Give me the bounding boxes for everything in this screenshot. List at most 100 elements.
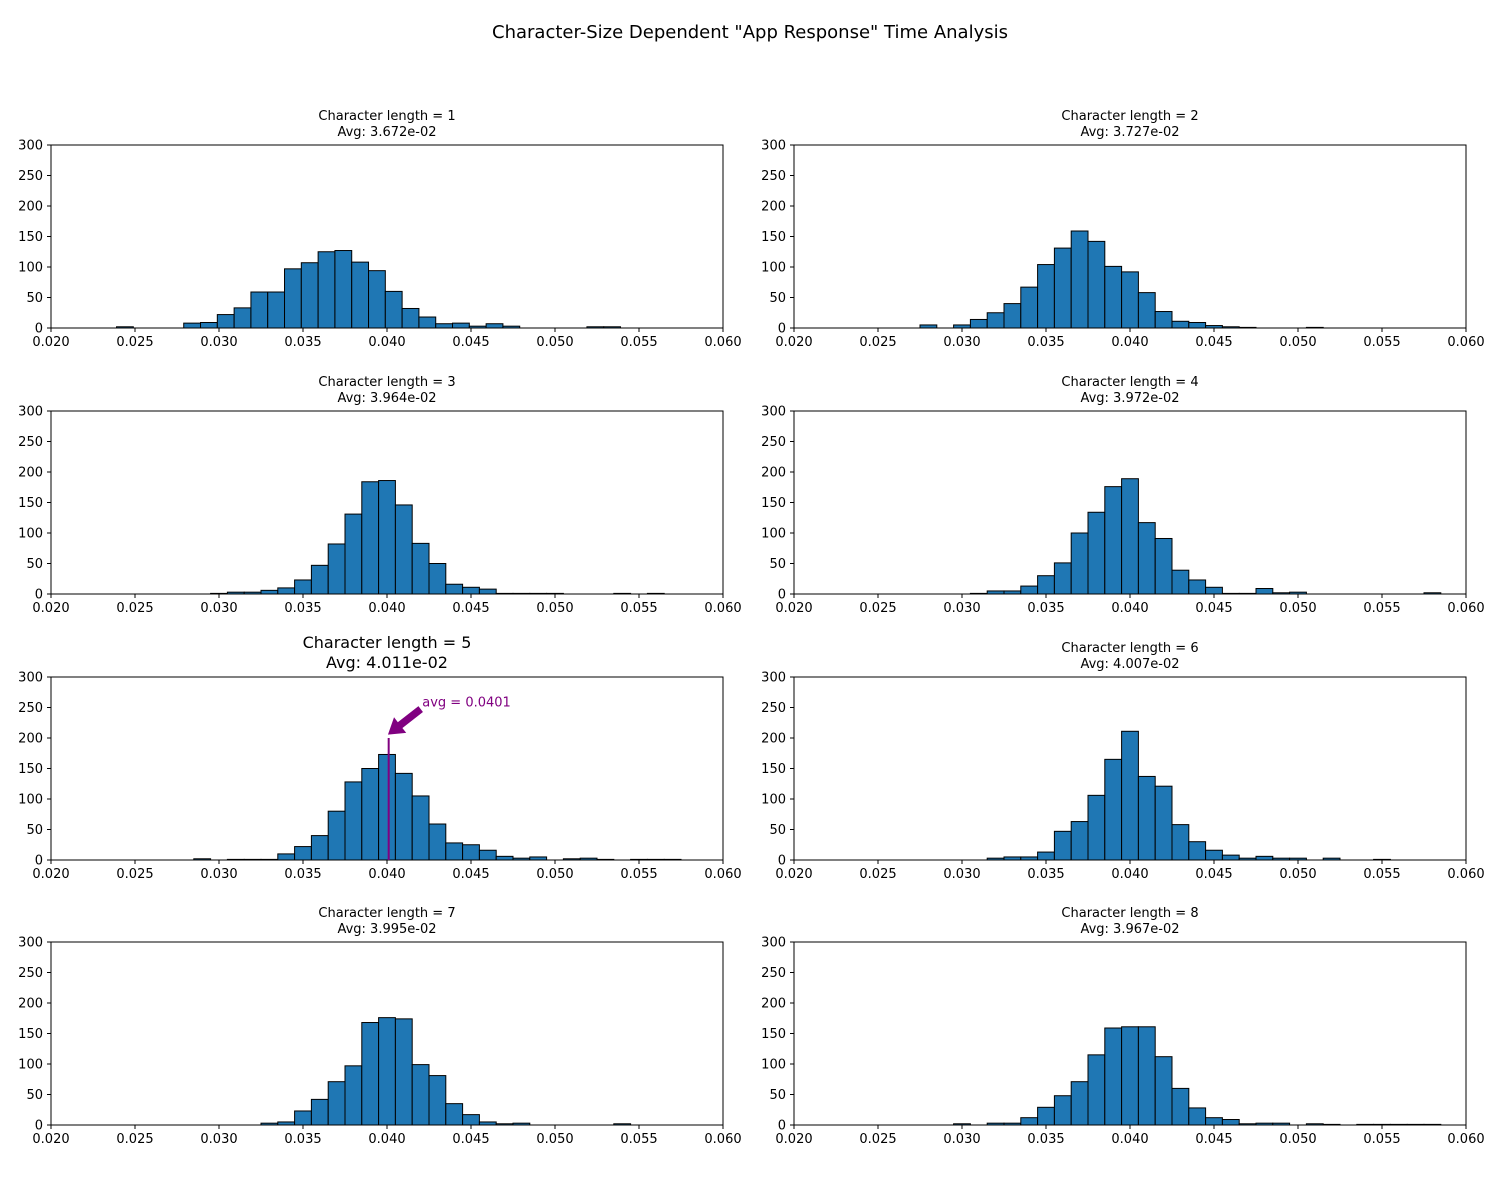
x-tick-label: 0.035 (284, 1132, 321, 1147)
subplot-subtitle: Avg: 4.011e-02 (326, 653, 448, 672)
x-tick-label: 0.025 (116, 335, 153, 350)
subplot-subtitle: Avg: 3.967e-02 (1080, 922, 1179, 937)
y-tick-label: 250 (18, 169, 43, 184)
y-tick-label: 100 (761, 261, 786, 276)
histogram-bar (277, 587, 296, 595)
x-tick-label: 0.050 (536, 1132, 573, 1147)
y-tick-label: 300 (761, 936, 786, 951)
x-tick-label: 0.040 (368, 601, 405, 616)
x-tick-label: 0.055 (620, 867, 657, 882)
histogram-bar (1171, 320, 1190, 329)
y-tick-label: 50 (26, 823, 43, 838)
x-tick-label: 0.030 (943, 601, 980, 616)
histogram-bar (462, 1114, 480, 1126)
x-tick-label: 0.060 (704, 335, 741, 350)
histogram-bar (462, 844, 480, 861)
histogram-bar (277, 853, 296, 861)
x-tick-label: 0.055 (1363, 335, 1400, 350)
histogram-bar (1020, 286, 1039, 329)
y-tick-label: 150 (18, 762, 43, 777)
histogram-bar (1070, 1081, 1089, 1126)
y-tick-label: 250 (761, 169, 786, 184)
histogram-bars (969, 478, 1442, 595)
histogram-bar (1221, 854, 1240, 861)
histogram-bar (1003, 303, 1022, 329)
x-tick-label: 0.060 (1447, 335, 1484, 350)
annotation-arrow (387, 706, 423, 735)
y-tick-label: 100 (18, 261, 43, 276)
histogram-bar (1087, 511, 1106, 595)
x-tick-label: 0.055 (1363, 1132, 1400, 1147)
x-tick-label: 0.045 (1195, 601, 1232, 616)
x-tick-label: 0.045 (452, 867, 489, 882)
histogram-bar (317, 251, 336, 329)
histogram-bar (969, 318, 988, 329)
y-tick-label: 300 (761, 671, 786, 686)
histogram-bar (1255, 588, 1274, 595)
histogram-bars (953, 1026, 1442, 1126)
x-tick-label: 0.055 (1363, 601, 1400, 616)
y-tick-label: 100 (18, 793, 43, 808)
histogram-bar (411, 1064, 430, 1126)
x-tick-label: 0.030 (200, 335, 237, 350)
y-tick-label: 50 (26, 1088, 43, 1103)
y-tick-label: 300 (761, 405, 786, 420)
x-tick-label: 0.060 (704, 1132, 741, 1147)
histogram-bar (351, 261, 370, 329)
histogram-bar (1137, 775, 1156, 861)
histogram-bar (1070, 230, 1089, 329)
x-tick-label: 0.040 (1111, 601, 1148, 616)
histogram-bar (1104, 265, 1123, 329)
y-tick-label: 250 (18, 435, 43, 450)
histogram-bar (1154, 1056, 1173, 1126)
subplot-subtitle: Avg: 3.727e-02 (1080, 125, 1179, 140)
y-tick-label: 0 (778, 1119, 786, 1134)
x-tick-label: 0.045 (452, 1132, 489, 1147)
histogram-bar (1020, 1117, 1039, 1126)
histogram-bar (401, 307, 420, 329)
x-tick-label: 0.025 (116, 867, 153, 882)
histogram-bar (183, 322, 202, 329)
y-tick-label: 100 (761, 793, 786, 808)
histogram-bar (1121, 1026, 1139, 1126)
histogram-bar (452, 322, 470, 329)
histogram-bar (250, 291, 269, 329)
histogram-bar (1205, 586, 1223, 595)
histogram-bar (1188, 1107, 1207, 1126)
histogram-bars (919, 230, 1324, 329)
histogram-bar (200, 322, 218, 329)
y-tick-label: 0 (778, 322, 786, 337)
x-tick-label: 0.020 (32, 867, 69, 882)
histogram-bar (1020, 585, 1039, 595)
y-tick-label: 50 (769, 557, 786, 572)
histogram-bar (378, 1017, 396, 1126)
y-tick-label: 0 (35, 854, 43, 869)
histogram-bar (428, 1075, 447, 1126)
y-tick-label: 0 (35, 1119, 43, 1134)
x-tick-label: 0.030 (200, 867, 237, 882)
histogram-bar (1053, 562, 1072, 595)
x-tick-label: 0.020 (32, 601, 69, 616)
x-tick-label: 0.025 (859, 601, 896, 616)
y-tick-label: 200 (761, 466, 786, 481)
x-tick-label: 0.030 (943, 335, 980, 350)
x-tick-label: 0.050 (1279, 867, 1316, 882)
x-tick-label: 0.045 (1195, 335, 1232, 350)
y-tick-label: 50 (769, 823, 786, 838)
subplot-subtitle: Avg: 3.964e-02 (337, 391, 436, 406)
histogram-bar (394, 504, 413, 595)
x-tick-label: 0.050 (536, 601, 573, 616)
y-tick-label: 150 (761, 230, 786, 245)
y-tick-label: 300 (761, 139, 786, 154)
histogram-bar (361, 1022, 380, 1126)
histogram-bar (1121, 730, 1139, 861)
histogram-bar (361, 481, 380, 595)
x-tick-label: 0.030 (200, 1132, 237, 1147)
histogram-bar (428, 563, 447, 595)
histogram-bar (1053, 1095, 1072, 1126)
histogram-bar (1104, 758, 1123, 861)
y-tick-label: 250 (761, 701, 786, 716)
y-tick-label: 50 (769, 291, 786, 306)
x-tick-label: 0.035 (284, 601, 321, 616)
histogram-bars (210, 480, 665, 595)
